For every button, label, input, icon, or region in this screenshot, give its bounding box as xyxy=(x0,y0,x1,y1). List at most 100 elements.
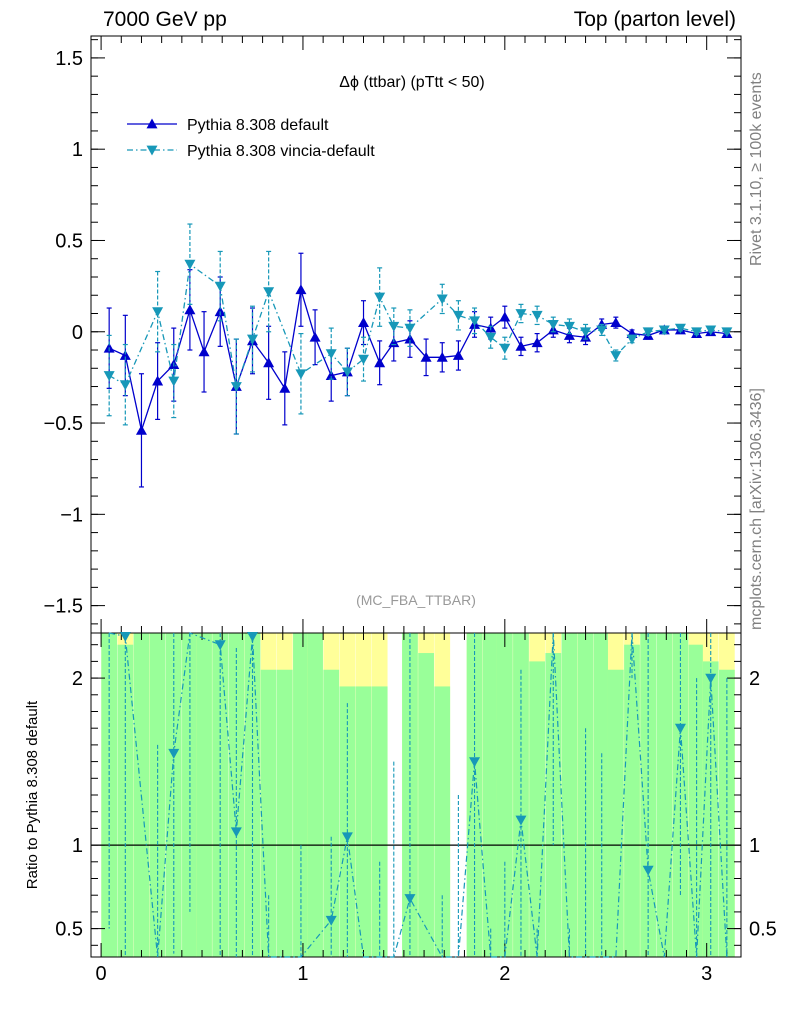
ratio-tick-label: 2 xyxy=(72,668,83,690)
data-point-0 xyxy=(610,317,622,328)
y-tick-label: −0.5 xyxy=(44,413,83,435)
data-point-0 xyxy=(404,333,416,344)
data-point-0 xyxy=(152,375,164,386)
ratio-band-green xyxy=(355,686,372,957)
data-point-0 xyxy=(499,311,511,322)
ratio-y-label: Ratio to Pythia 8.308 default xyxy=(24,700,41,889)
x-tick-label: 0 xyxy=(96,963,107,985)
x-tick-label: 3 xyxy=(701,963,712,985)
header-left: 7000 GeV pp xyxy=(103,8,227,31)
ratio-band-green xyxy=(196,633,212,957)
ratio-panel-frame: 0.5 0.5 1 1 2 2 0 1 2 3 xyxy=(55,632,777,985)
y-tick-label: −1.5 xyxy=(44,596,83,618)
data-point-0 xyxy=(309,331,321,342)
ratio-data-point xyxy=(469,757,481,768)
data-point-1 xyxy=(119,380,131,391)
ratio-band-green xyxy=(276,669,293,957)
data-point-0 xyxy=(563,329,575,340)
y-tick-label: 0 xyxy=(72,322,83,344)
ratio-band-green xyxy=(117,644,134,957)
data-point-0 xyxy=(214,306,226,317)
legend-marker-0 xyxy=(146,118,158,129)
data-point-0 xyxy=(325,370,337,380)
ratio-tick-label-right: 2 xyxy=(749,668,760,690)
ratio-band-green xyxy=(624,644,640,957)
data-point-1 xyxy=(531,310,543,321)
data-point-0 xyxy=(436,351,448,362)
data-point-1 xyxy=(246,334,258,345)
data-point-1 xyxy=(547,320,559,330)
data-point-1 xyxy=(499,343,511,354)
ratio-band-green xyxy=(607,669,624,957)
ratio-series-layer xyxy=(108,631,728,958)
data-point-1 xyxy=(184,259,196,270)
data-point-0 xyxy=(119,349,131,360)
data-point-0 xyxy=(452,349,464,360)
ratio-data-point xyxy=(341,832,353,843)
ratio-tick-label: 1 xyxy=(72,835,83,857)
data-point-1 xyxy=(152,307,164,318)
ratio-data-point xyxy=(119,631,131,642)
plot-title: Δϕ (ttbar) (pTtt < 50) xyxy=(339,74,484,91)
data-point-1 xyxy=(626,334,638,345)
data-point-1 xyxy=(705,325,717,336)
data-point-1 xyxy=(469,316,481,327)
data-point-1 xyxy=(374,292,386,303)
ratio-band-green xyxy=(545,653,562,957)
x-tick-label: 1 xyxy=(297,963,308,985)
data-point-1 xyxy=(325,349,337,360)
ratio-band-green xyxy=(561,633,578,957)
ratio-data-point xyxy=(246,631,258,642)
data-point-0 xyxy=(279,382,291,393)
data-point-1 xyxy=(515,309,527,320)
x-tick-label: 2 xyxy=(499,963,510,985)
ratio-band-green xyxy=(593,633,610,957)
ratio-band-green xyxy=(293,633,309,957)
y-tick-label: 1.5 xyxy=(55,48,83,70)
data-point-0 xyxy=(420,351,432,362)
ratio-band-green xyxy=(496,633,513,957)
ratio-band-green xyxy=(418,653,434,957)
data-point-1 xyxy=(452,310,464,321)
data-point-1 xyxy=(341,367,353,378)
ratio-data-point xyxy=(705,673,717,684)
legend: Pythia 8.308 default Pythia 8.308 vincia-… xyxy=(127,117,375,160)
ratio-band-green xyxy=(482,633,499,957)
legend-marker-1 xyxy=(146,145,158,156)
data-point-0 xyxy=(374,357,386,368)
data-point-0 xyxy=(295,284,307,295)
ratio-band-green xyxy=(434,686,451,957)
data-point-1 xyxy=(580,327,592,338)
data-point-1 xyxy=(596,325,608,336)
data-point-1 xyxy=(404,323,416,334)
data-point-0 xyxy=(531,337,543,348)
data-point-1 xyxy=(230,382,242,393)
analysis-tag: (MC_FBA_TTBAR) xyxy=(356,592,476,608)
ratio-tick-label-right: 0.5 xyxy=(749,919,777,941)
data-point-0 xyxy=(515,340,527,351)
data-point-1 xyxy=(214,281,226,292)
data-point-1 xyxy=(358,354,370,365)
data-point-1 xyxy=(674,323,686,334)
y-tick-label: −1 xyxy=(60,504,83,526)
series-line-0 xyxy=(108,289,727,433)
ratio-data-point xyxy=(515,815,527,826)
legend-label-1: Pythia 8.308 vincia-default xyxy=(187,143,375,160)
data-point-1 xyxy=(295,369,307,380)
labels-layer: Δϕ (ttbar) (pTtt < 50) (MC_FBA_TTBAR) Ra… xyxy=(24,74,485,889)
data-point-0 xyxy=(135,424,147,435)
data-point-1 xyxy=(691,327,703,338)
ratio-band-green xyxy=(371,686,388,957)
ratio-band-green xyxy=(513,633,529,957)
ratio-data-point xyxy=(404,894,416,905)
data-point-1 xyxy=(436,294,448,305)
data-point-1 xyxy=(610,351,622,361)
ratio-data-point xyxy=(230,827,242,838)
ratio-tick-label: 0.5 xyxy=(55,919,83,941)
data-point-1 xyxy=(721,327,733,338)
data-point-1 xyxy=(103,371,115,382)
series-layer xyxy=(103,223,733,488)
ratio-data-point xyxy=(214,640,226,651)
data-point-0 xyxy=(358,317,370,328)
